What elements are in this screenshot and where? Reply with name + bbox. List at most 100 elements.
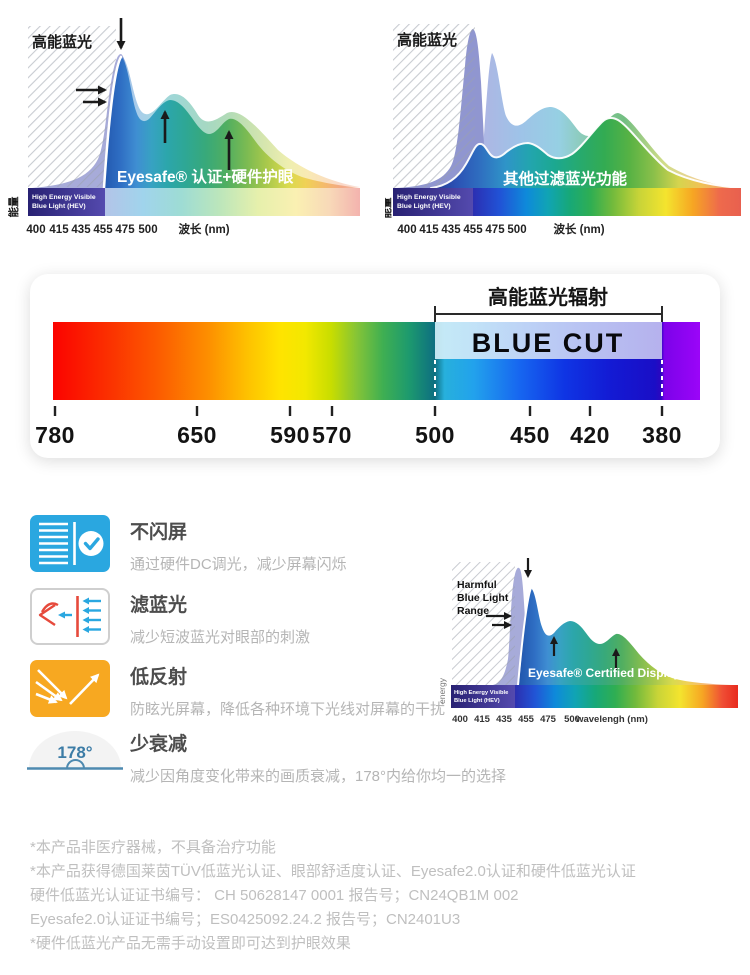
hev-label-line1: High Energy Visible	[32, 194, 96, 201]
y-axis-label: 能量	[8, 196, 20, 217]
hev-label-line2: Blue Light (HEV)	[32, 203, 86, 210]
spectral-curve-filtered	[431, 117, 741, 188]
x-axis-label: 波长 (nm)	[178, 222, 229, 236]
wavelength-spectrum: 高能蓝光辐射 BLUE CUT 780 650	[35, 285, 700, 448]
hev-label-line1: High Energy Visible	[397, 194, 461, 201]
svg-text:475: 475	[485, 224, 505, 236]
hev-band-block	[451, 685, 515, 708]
curve-white-outline	[517, 587, 532, 686]
blue-cut-label: BLUE CUT	[472, 328, 625, 358]
svg-text:455: 455	[93, 224, 113, 236]
flicker-free-icon	[30, 515, 110, 572]
feature-desc: 防眩光屏幕，降低各种环境下光线对屏幕的干扰	[130, 701, 446, 718]
wavelength-spectrum-card: 高能蓝光辐射 BLUE CUT 780 650	[30, 274, 720, 458]
rainbow-bar	[515, 685, 738, 708]
hatched-region	[393, 24, 475, 188]
disclaimer-line: *本产品获得德国莱茵TÜV低蓝光认证、眼部舒适度认证、Eyesafe2.0认证和…	[30, 863, 636, 880]
feature-blue-light-filter: 滤蓝光 减少短波蓝光对眼部的刺激	[30, 588, 310, 647]
feature-title: 不闪屏	[130, 522, 188, 543]
svg-text:500: 500	[138, 224, 157, 236]
disclaimer-line: *本产品非医疗器械，不具备治疗功能	[30, 839, 276, 856]
hev-band-block	[28, 188, 105, 216]
spectral-curve-main	[105, 57, 360, 188]
svg-text:Blue Light: Blue Light	[457, 592, 509, 604]
svg-text:415: 415	[419, 224, 439, 236]
svg-text:415: 415	[49, 224, 69, 236]
svg-text:Range: Range	[457, 605, 489, 617]
svg-text:590: 590	[270, 422, 310, 448]
curve-white-outline	[430, 116, 742, 189]
x-axis-ticks: 400 415 435 455 475 500 wavelengh (nm)	[452, 714, 648, 725]
chart-caption: 其他过滤蓝光功能	[503, 169, 628, 188]
svg-text:450: 450	[510, 422, 550, 448]
svg-text:435: 435	[496, 714, 513, 725]
svg-text:455: 455	[518, 714, 535, 725]
x-axis-ticks: 400 415 435 455 475 500 波长 (nm)	[26, 222, 229, 236]
annotation-arrows	[486, 558, 620, 670]
svg-text:380: 380	[642, 422, 682, 448]
svg-text:435: 435	[71, 224, 91, 236]
blue-light-filter-icon	[30, 588, 110, 645]
svg-text:780: 780	[35, 422, 75, 448]
x-axis-label: wavelengh (nm)	[575, 714, 648, 725]
chart-caption: Eyesafe® Certified Display	[528, 666, 681, 680]
hev-label-line1: High Energy Visible	[454, 690, 509, 696]
feature-title: 滤蓝光	[130, 595, 188, 616]
feature-low-reflection: 低反射 防眩光屏幕，降低各种环境下光线对屏幕的干扰	[30, 660, 445, 719]
band-dashed-lines	[434, 360, 663, 399]
feature-viewing-angle: 178° 少衰减 减少因角度变化带来的画质衰减，178°内给你均一的选择	[27, 727, 506, 786]
spectral-chart-eyesafe-hardware: 高能蓝光 Eyesafe® 认证+硬件护眼 High Energy Visibl…	[8, 18, 360, 236]
viewing-angle-value: 178°	[57, 743, 92, 762]
viewing-angle-icon: 178°	[27, 731, 123, 770]
disclaimer-block: *本产品非医疗器械，不具备治疗功能 *本产品获得德国莱茵TÜV低蓝光认证、眼部舒…	[30, 836, 636, 956]
region-label: Harmful Blue Light Range	[457, 579, 509, 617]
scale-tick-marks	[53, 406, 664, 416]
feature-desc: 通过硬件DC调光，减少屏幕闪烁	[130, 556, 347, 573]
feature-title: 低反射	[130, 667, 188, 688]
svg-text:400: 400	[26, 224, 45, 236]
svg-text:475: 475	[540, 714, 557, 725]
svg-text:500: 500	[564, 714, 580, 725]
svg-text:Harmful: Harmful	[457, 579, 497, 591]
svg-text:570: 570	[312, 422, 352, 448]
hev-label-line2: Blue Light (HEV)	[397, 203, 451, 210]
disclaimer-line: *硬件低蓝光产品无需手动设置即可达到护眼效果	[30, 935, 351, 952]
blue-cut-overlay	[435, 322, 662, 359]
chart-caption: Eyesafe® 认证+硬件护眼	[117, 167, 294, 186]
x-axis-label: 波长 (nm)	[553, 222, 604, 236]
x-axis-ticks: 400 415 435 455 475 500 波长 (nm)	[397, 222, 604, 236]
band-title: 高能蓝光辐射	[488, 285, 608, 309]
spectral-chart-other-filters: 高能蓝光 其他过滤蓝光功能 High Energy Visible Blue L…	[385, 24, 742, 236]
rainbow-bar	[105, 188, 360, 216]
low-reflection-icon	[30, 660, 110, 717]
scale-tick-labels: 780 650 590 570 500 450 420 380	[35, 422, 682, 448]
region-label: 高能蓝光	[32, 33, 92, 51]
svg-text:475: 475	[115, 224, 135, 236]
svg-text:400: 400	[452, 714, 468, 725]
svg-text:500: 500	[507, 224, 526, 236]
disclaimer-line: Eyesafe2.0认证证书编号；ES0425092.24.2 报告号；CN24…	[30, 911, 461, 928]
disclaimer-line: 硬件低蓝光认证证书编号： CH 50628147 0001 报告号；CN24QB…	[30, 887, 519, 904]
svg-text:500: 500	[415, 422, 455, 448]
band-bracket	[434, 306, 663, 322]
annotation-arrows	[76, 18, 234, 170]
svg-text:435: 435	[441, 224, 461, 236]
hatched-region	[28, 26, 116, 187]
region-label: 高能蓝光	[397, 31, 457, 49]
feature-desc: 减少短波蓝光对眼部的刺激	[130, 629, 311, 646]
hev-band-block	[393, 188, 473, 216]
rainbow-bar	[473, 188, 741, 216]
hev-label-line2: Blue Light (HEV)	[454, 698, 500, 704]
svg-text:650: 650	[177, 422, 217, 448]
spectral-curve-main	[519, 588, 732, 685]
y-axis-label: 能量	[385, 197, 393, 218]
svg-text:400: 400	[397, 224, 416, 236]
y-axis-label: energy	[440, 677, 447, 704]
feature-title: 少衰减	[130, 734, 188, 755]
curve-white-outline	[102, 55, 123, 190]
svg-text:415: 415	[474, 714, 491, 725]
svg-text:455: 455	[463, 224, 483, 236]
spectral-chart-eyesafe-certified: Harmful Blue Light Range Eyesafe® Certif…	[440, 558, 738, 725]
feature-desc: 减少因角度变化带来的画质衰减，178°内给你均一的选择	[130, 768, 507, 785]
